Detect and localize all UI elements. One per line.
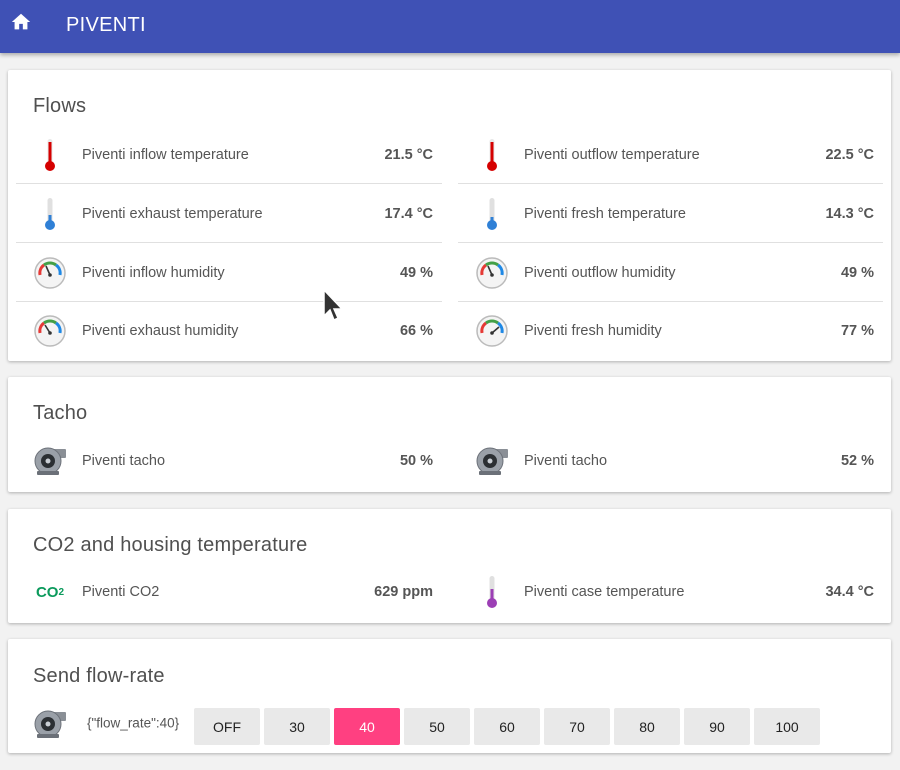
flow-rate-button-70[interactable]: 70 — [544, 708, 610, 745]
sensor-value: 50 % — [399, 453, 433, 469]
tacho-card: Tacho Piventi tacho 50 % Piventi tacho 5… — [8, 377, 891, 492]
co2-icon-subscript: 2 — [58, 586, 65, 598]
hygrometer-icon — [33, 314, 67, 348]
sensor-label: Piventi outflow temperature — [524, 146, 700, 163]
sensor-row-outflow-temperature: Piventi outflow temperature 22.5 °C — [458, 126, 883, 184]
fan-icon — [33, 444, 67, 478]
co2-icon-text: CO — [35, 583, 59, 601]
flow-rate-button-30[interactable]: 30 — [264, 708, 330, 745]
mouse-cursor-icon — [323, 288, 344, 322]
sensor-row-exhaust-humidity: Piventi exhaust humidity 66 % — [16, 302, 442, 360]
fan-icon — [33, 709, 67, 739]
flow-rate-button-40[interactable]: 40 — [334, 708, 400, 745]
card-title: CO2 and housing temperature — [33, 534, 308, 556]
sensor-label: Piventi fresh humidity — [524, 323, 662, 339]
hygrometer-icon — [475, 256, 509, 290]
sensor-label: Piventi exhaust temperature — [82, 205, 263, 222]
home-icon[interactable] — [10, 11, 32, 33]
sensor-row-tacho-right: Piventi tacho 52 % — [458, 432, 883, 490]
flow-rate-button-60[interactable]: 60 — [474, 708, 540, 745]
flow-rate-button-90[interactable]: 90 — [684, 708, 750, 745]
sensor-label: Piventi exhaust humidity — [82, 323, 239, 339]
sensor-value: 49 % — [399, 264, 433, 281]
sensor-label: Piventi CO2 — [82, 584, 160, 600]
flow-rate-button-off[interactable]: OFF — [194, 708, 260, 745]
flow-rate-button-80[interactable]: 80 — [614, 708, 680, 745]
card-title: Tacho — [33, 402, 88, 424]
fan-icon — [475, 444, 509, 478]
sensor-label: Piventi inflow humidity — [82, 264, 225, 281]
sensor-value: 17.4 °C — [384, 205, 433, 222]
flows-card: Flows Piventi inflow temperature 21.5 °C… — [8, 70, 891, 361]
sensor-row-case-temperature: Piventi case temperature 34.4 °C — [458, 563, 883, 621]
sensor-row-inflow-temperature: Piventi inflow temperature 21.5 °C — [16, 126, 442, 184]
send-flow-rate-card: Send flow-rate {"flow_rate":40} OFF 30 4… — [8, 639, 891, 753]
sensor-value: 77 % — [840, 323, 874, 339]
sensor-row-co2: CO 2 Piventi CO2 629 ppm — [16, 563, 442, 621]
sensor-value: 49 % — [840, 264, 874, 281]
co2-card: CO2 and housing temperature CO 2 Piventi … — [8, 509, 891, 623]
flow-rate-button-100[interactable]: 100 — [754, 708, 820, 745]
flow-rate-status: {"flow_rate":40} — [87, 715, 180, 731]
sensor-label: Piventi tacho — [82, 453, 166, 469]
sensor-value: 34.4 °C — [825, 584, 874, 600]
hygrometer-icon — [475, 314, 509, 348]
card-title: Flows — [33, 95, 87, 117]
sensor-label: Piventi case temperature — [524, 584, 685, 600]
sensor-row-outflow-humidity: Piventi outflow humidity 49 % — [458, 244, 883, 302]
sensor-row-fresh-humidity: Piventi fresh humidity 77 % — [458, 302, 883, 360]
sensor-row-inflow-humidity: Piventi inflow humidity 49 % — [16, 244, 442, 302]
sensor-row-fresh-temperature: Piventi fresh temperature 14.3 °C — [458, 185, 883, 243]
sensor-value: 14.3 °C — [825, 205, 874, 222]
sensor-label: Piventi outflow humidity — [524, 264, 676, 281]
app-title: PIVENTI — [66, 14, 146, 36]
thermometer-hot-icon — [33, 138, 67, 172]
sensor-label: Piventi tacho — [524, 453, 608, 469]
thermometer-case-icon — [475, 575, 509, 609]
sensor-value: 66 % — [399, 323, 433, 339]
sensor-row-tacho-left: Piventi tacho 50 % — [16, 432, 442, 490]
sensor-label: Piventi inflow temperature — [82, 146, 249, 163]
thermometer-cold-icon — [475, 197, 509, 231]
thermometer-hot-icon — [475, 138, 509, 172]
sensor-row-exhaust-temperature: Piventi exhaust temperature 17.4 °C — [16, 185, 442, 243]
sensor-value: 52 % — [840, 453, 874, 469]
card-title: Send flow-rate — [33, 665, 165, 687]
sensor-label: Piventi fresh temperature — [524, 205, 686, 222]
co2-icon: CO 2 — [33, 575, 67, 609]
flow-rate-button-50[interactable]: 50 — [404, 708, 470, 745]
thermometer-cold-icon — [33, 197, 67, 231]
sensor-value: 629 ppm — [374, 584, 433, 600]
sensor-value: 22.5 °C — [825, 146, 874, 163]
sensor-value: 21.5 °C — [384, 146, 433, 163]
top-app-bar: PIVENTI — [0, 0, 900, 53]
hygrometer-icon — [33, 256, 67, 290]
